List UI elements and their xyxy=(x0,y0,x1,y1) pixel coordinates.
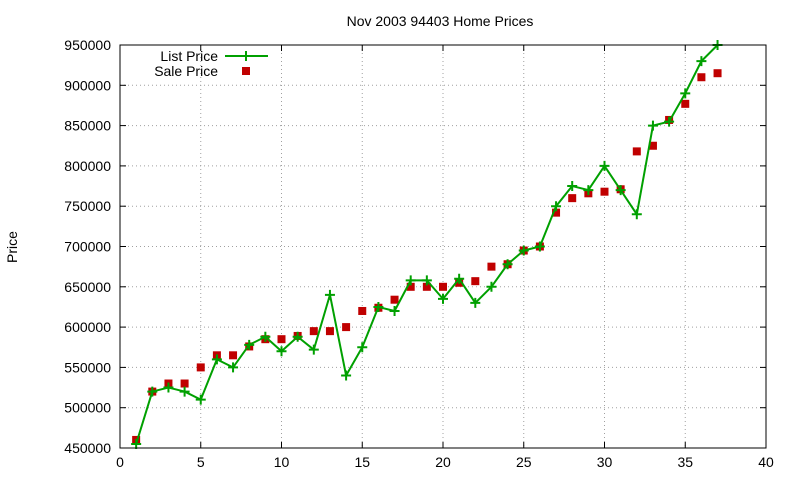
y-tick-label: 850000 xyxy=(64,118,111,134)
sale-price-point xyxy=(342,323,351,332)
list-price-point xyxy=(647,120,658,131)
y-tick-label: 450000 xyxy=(64,440,111,456)
list-price-point xyxy=(324,289,335,300)
chart-title: Nov 2003 94403 Home Prices xyxy=(347,13,534,29)
y-axis-label: Price xyxy=(4,231,20,263)
sale-price-point xyxy=(632,147,641,156)
list-price-point xyxy=(664,116,675,127)
axis-tick-labels: 0 5 10 15 20 25 30 35 40 450000 500000 550000 600000… xyxy=(64,37,774,470)
list-price-point xyxy=(341,370,352,381)
legend-marker-sale-price xyxy=(242,67,250,75)
list-price-point xyxy=(518,245,529,256)
list-price-point xyxy=(195,394,206,405)
list-price-point xyxy=(228,362,239,373)
list-price-point xyxy=(567,181,578,192)
sale-price-point xyxy=(229,351,238,360)
sale-price-point xyxy=(422,282,431,291)
sale-price-point xyxy=(390,295,399,304)
x-tick-label: 20 xyxy=(435,454,451,470)
list-price-point xyxy=(389,305,400,316)
sale-price-point xyxy=(358,306,367,315)
list-price-point xyxy=(373,301,384,312)
sale-price-point xyxy=(713,69,722,78)
sale-price-point xyxy=(552,208,561,217)
list-price-point xyxy=(696,56,707,67)
sale-price-point xyxy=(487,262,496,271)
legend-label-list-price: List Price xyxy=(160,48,218,64)
sale-price-point xyxy=(600,187,609,196)
list-price-line xyxy=(135,44,719,445)
list-price-point xyxy=(502,259,513,270)
sale-price-point xyxy=(180,379,189,388)
list-price-point xyxy=(551,201,562,212)
x-tick-label: 0 xyxy=(116,454,124,470)
list-price-point xyxy=(163,382,174,393)
plot-frame xyxy=(119,44,767,449)
sale-price-point xyxy=(277,335,286,344)
sale-price-point xyxy=(196,363,205,372)
gridlines xyxy=(120,45,766,448)
sale-price-point xyxy=(309,327,318,336)
list-price-point xyxy=(583,185,594,196)
list-price-point xyxy=(276,346,287,357)
list-price-point xyxy=(405,275,416,286)
legend-label-sale-price: Sale Price xyxy=(154,63,218,79)
x-tick-label: 30 xyxy=(597,454,613,470)
series-layer xyxy=(131,40,723,449)
y-tick-label: 550000 xyxy=(64,359,111,375)
sale-price-point xyxy=(325,327,334,336)
list-price-point xyxy=(680,88,691,99)
y-tick-label: 750000 xyxy=(64,198,111,214)
sale-price-point xyxy=(697,73,706,82)
x-tick-label: 5 xyxy=(197,454,205,470)
list-price-point xyxy=(211,354,222,365)
y-tick-label: 900000 xyxy=(64,77,111,93)
sale-price-point xyxy=(439,282,447,291)
list-price-point xyxy=(244,339,255,350)
list-price-point xyxy=(357,342,368,353)
legend: List Price Sale Price xyxy=(154,48,268,79)
x-tick-label: 15 xyxy=(354,454,370,470)
y-tick-label: 600000 xyxy=(64,319,111,335)
list-price-point xyxy=(486,281,497,292)
list-price-point xyxy=(470,297,481,308)
list-price-point xyxy=(179,386,190,397)
sale-price-point xyxy=(471,277,480,286)
y-tick-label: 700000 xyxy=(64,239,111,255)
y-tick-label: 500000 xyxy=(64,400,111,416)
y-tick-label: 650000 xyxy=(64,279,111,295)
list-price-point xyxy=(260,331,271,342)
y-tick-label: 950000 xyxy=(64,37,111,53)
x-tick-label: 35 xyxy=(677,454,693,470)
list-price-point xyxy=(631,209,642,220)
sale-price-point xyxy=(648,141,657,150)
sale-price-point xyxy=(681,99,690,108)
x-tick-label: 10 xyxy=(274,454,290,470)
x-tick-label: 25 xyxy=(516,454,532,470)
x-tick-label: 40 xyxy=(758,454,774,470)
list-price-point xyxy=(454,273,465,284)
list-price-point xyxy=(534,241,545,252)
legend-marker-list-price xyxy=(241,51,251,61)
sale-price-point xyxy=(568,194,577,203)
list-price-point xyxy=(292,331,303,342)
list-price-point xyxy=(147,386,158,397)
list-price-point xyxy=(131,438,142,449)
list-price-point xyxy=(615,185,626,196)
y-tick-label: 800000 xyxy=(64,158,111,174)
list-price-point xyxy=(438,293,448,304)
list-price-point xyxy=(599,160,610,171)
sale-price-point xyxy=(406,282,415,291)
list-price-point xyxy=(421,275,432,286)
list-price-point xyxy=(308,344,319,355)
